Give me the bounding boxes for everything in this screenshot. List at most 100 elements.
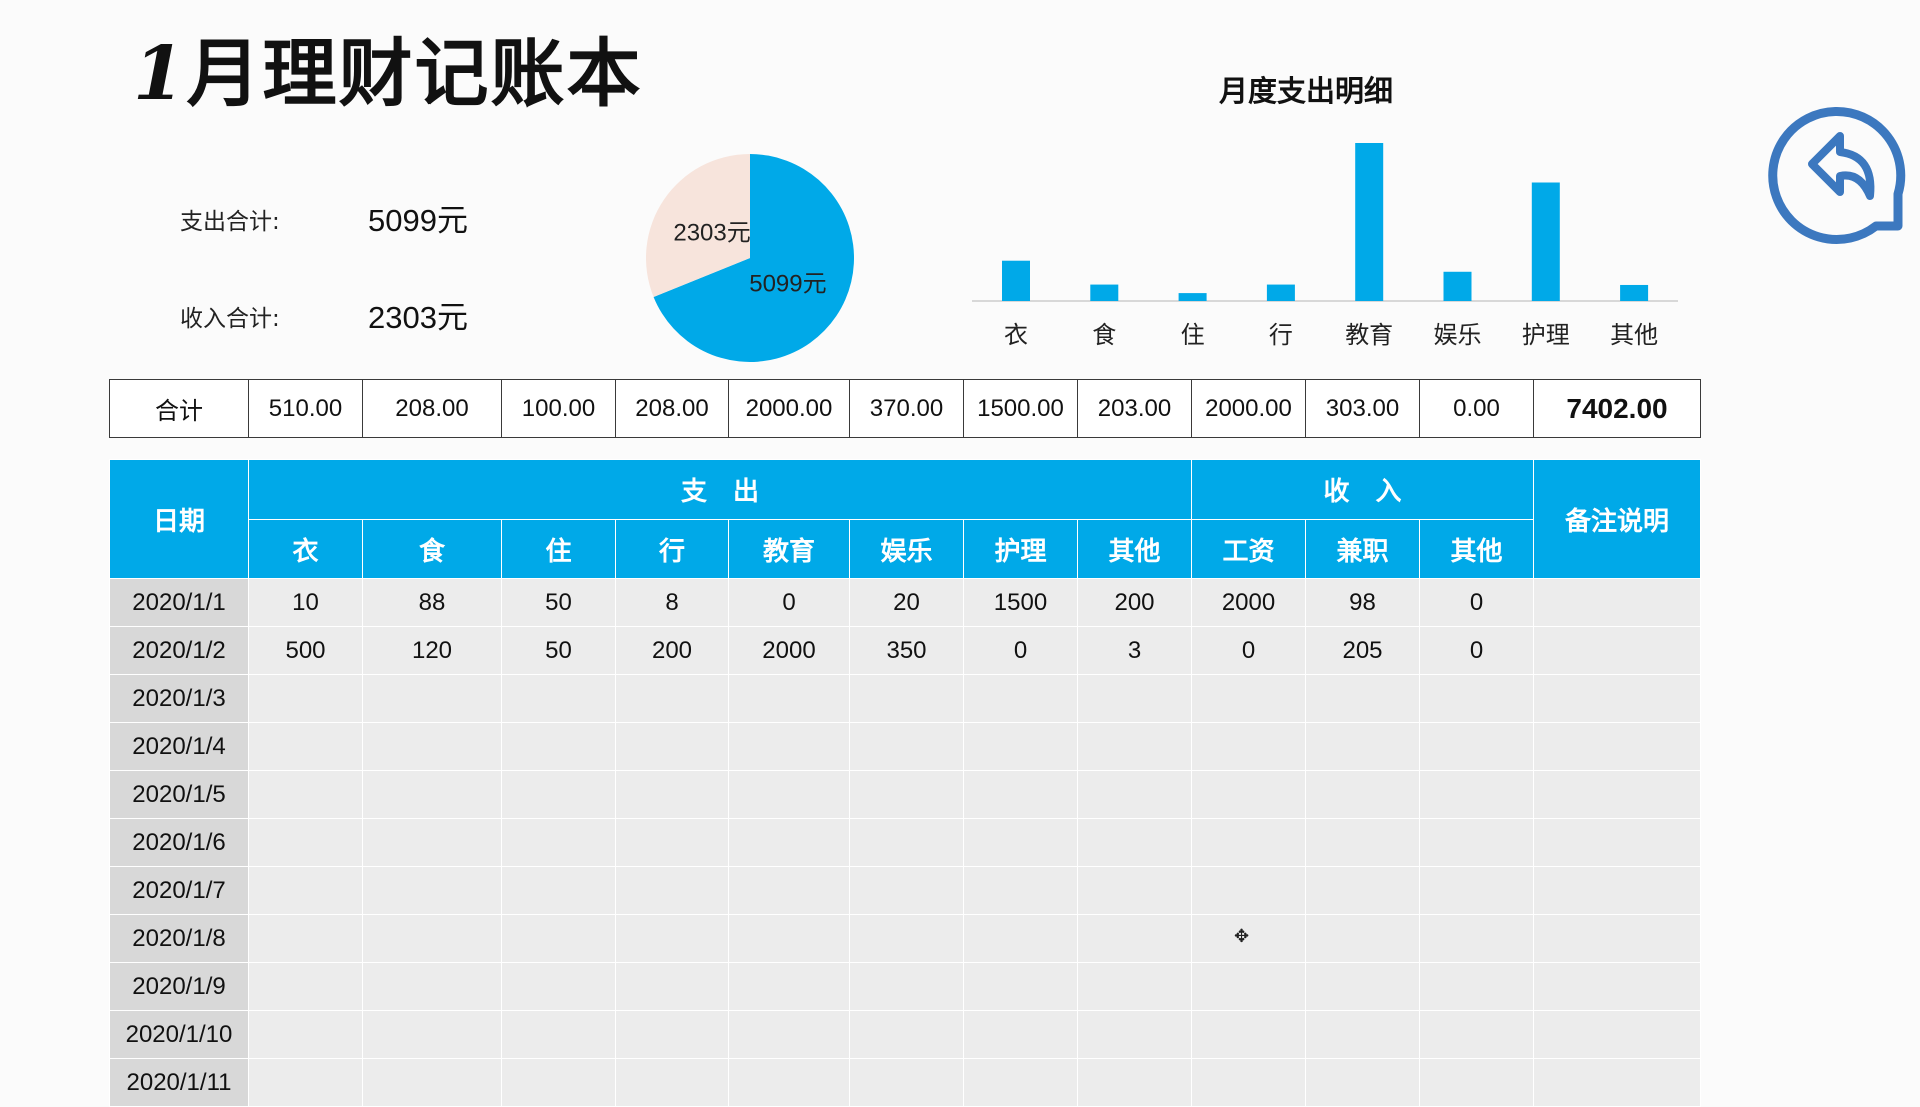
ledger-cell[interactable]: 20 (849, 578, 964, 627)
ledger-cell[interactable]: 2000 (1191, 578, 1307, 627)
income-column-header[interactable]: 兼职 (1305, 519, 1421, 579)
ledger-cell[interactable] (248, 962, 363, 1011)
ledger-cell[interactable] (1419, 1058, 1535, 1107)
expense-column-header[interactable]: 食 (362, 519, 502, 579)
date-cell[interactable]: 2020/1/8 (109, 914, 249, 963)
ledger-cell[interactable] (362, 722, 502, 771)
ledger-cell[interactable]: 10 (248, 578, 363, 627)
ledger-cell[interactable] (849, 674, 964, 723)
note-cell[interactable] (1533, 674, 1702, 723)
ledger-cell[interactable] (1419, 914, 1535, 963)
totals-cell[interactable]: 2000.00 (728, 379, 850, 438)
ledger-cell[interactable] (501, 770, 616, 819)
note-cell[interactable] (1533, 914, 1702, 963)
totals-cell[interactable]: 100.00 (501, 379, 616, 438)
date-header[interactable]: 日期 (109, 459, 249, 579)
ledger-cell[interactable] (728, 1010, 850, 1059)
date-cell[interactable]: 2020/1/6 (109, 818, 249, 867)
ledger-cell[interactable] (963, 1010, 1078, 1059)
ledger-cell[interactable] (362, 914, 502, 963)
note-header[interactable]: 备注说明 (1533, 459, 1702, 579)
ledger-cell[interactable]: 350 (849, 626, 964, 675)
note-cell[interactable] (1533, 722, 1702, 771)
ledger-cell[interactable]: 98 (1305, 578, 1421, 627)
grand-total-cell[interactable]: 7402.00 (1533, 379, 1701, 438)
ledger-cell[interactable] (849, 1010, 964, 1059)
ledger-cell[interactable] (501, 818, 616, 867)
ledger-cell[interactable] (849, 818, 964, 867)
ledger-cell[interactable]: 0 (963, 626, 1078, 675)
ledger-cell[interactable] (1419, 674, 1535, 723)
note-cell[interactable] (1533, 626, 1702, 675)
ledger-cell[interactable] (248, 770, 363, 819)
ledger-cell[interactable] (501, 722, 616, 771)
ledger-cell[interactable] (1419, 866, 1535, 915)
ledger-cell[interactable] (1305, 914, 1421, 963)
ledger-cell[interactable] (1191, 674, 1307, 723)
ledger-cell[interactable] (615, 1010, 729, 1059)
ledger-cell[interactable] (362, 866, 502, 915)
ledger-cell[interactable] (1419, 962, 1535, 1011)
date-cell[interactable]: 2020/1/7 (109, 866, 249, 915)
ledger-cell[interactable]: 0 (1191, 626, 1307, 675)
note-cell[interactable] (1533, 818, 1702, 867)
ledger-cell[interactable] (248, 674, 363, 723)
ledger-cell[interactable] (728, 866, 850, 915)
ledger-cell[interactable] (1191, 770, 1307, 819)
ledger-cell[interactable] (615, 866, 729, 915)
ledger-cell[interactable] (615, 1058, 729, 1107)
ledger-cell[interactable] (963, 914, 1078, 963)
ledger-cell[interactable] (248, 914, 363, 963)
income-column-header[interactable]: 其他 (1419, 519, 1535, 579)
ledger-cell[interactable] (248, 818, 363, 867)
ledger-cell[interactable] (1191, 1058, 1307, 1107)
ledger-cell[interactable] (1076, 1058, 1193, 1107)
ledger-cell[interactable] (849, 1058, 964, 1107)
expense-group-header[interactable]: 支 出 (247, 459, 1193, 520)
ledger-cell[interactable] (615, 914, 729, 963)
totals-cell[interactable]: 510.00 (248, 379, 363, 438)
note-cell[interactable] (1533, 866, 1702, 915)
ledger-cell[interactable] (1305, 1010, 1421, 1059)
date-cell[interactable]: 2020/1/2 (109, 626, 249, 675)
ledger-cell[interactable] (963, 1058, 1078, 1107)
ledger-cell[interactable] (362, 770, 502, 819)
totals-cell[interactable]: 203.00 (1077, 379, 1192, 438)
ledger-cell[interactable] (1419, 1010, 1535, 1059)
ledger-cell[interactable] (362, 674, 502, 723)
ledger-cell[interactable] (1076, 722, 1193, 771)
date-cell[interactable]: 2020/1/3 (109, 674, 249, 723)
expense-column-header[interactable]: 娱乐 (849, 519, 964, 579)
ledger-cell[interactable] (1076, 866, 1193, 915)
ledger-cell[interactable] (615, 674, 729, 723)
ledger-cell[interactable]: 0 (728, 578, 850, 627)
note-cell[interactable] (1533, 578, 1702, 627)
ledger-cell[interactable]: 50 (501, 578, 616, 627)
ledger-cell[interactable]: 200 (615, 626, 729, 675)
ledger-cell[interactable] (728, 674, 850, 723)
ledger-cell[interactable]: 120 (362, 626, 502, 675)
ledger-cell[interactable]: 0 (1419, 626, 1535, 675)
date-cell[interactable]: 2020/1/1 (109, 578, 249, 627)
ledger-cell[interactable] (728, 770, 850, 819)
ledger-cell[interactable] (849, 866, 964, 915)
ledger-cell[interactable] (1191, 1010, 1307, 1059)
ledger-cell[interactable] (248, 722, 363, 771)
date-cell[interactable]: 2020/1/11 (109, 1058, 249, 1107)
ledger-cell[interactable] (963, 866, 1078, 915)
date-cell[interactable]: 2020/1/5 (109, 770, 249, 819)
income-column-header[interactable]: 工资 (1191, 519, 1307, 579)
ledger-cell[interactable] (1076, 674, 1193, 723)
ledger-cell[interactable]: 2000 (728, 626, 850, 675)
ledger-cell[interactable] (362, 1058, 502, 1107)
expense-column-header[interactable]: 衣 (248, 519, 363, 579)
ledger-cell[interactable] (1305, 1058, 1421, 1107)
ledger-cell[interactable] (1076, 770, 1193, 819)
totals-cell[interactable]: 0.00 (1419, 379, 1534, 438)
ledger-cell[interactable] (1076, 1010, 1193, 1059)
ledger-cell[interactable] (1076, 818, 1193, 867)
expense-column-header[interactable]: 行 (615, 519, 729, 579)
ledger-cell[interactable] (1305, 866, 1421, 915)
ledger-cell[interactable] (1305, 674, 1421, 723)
ledger-cell[interactable]: 1500 (963, 578, 1078, 627)
